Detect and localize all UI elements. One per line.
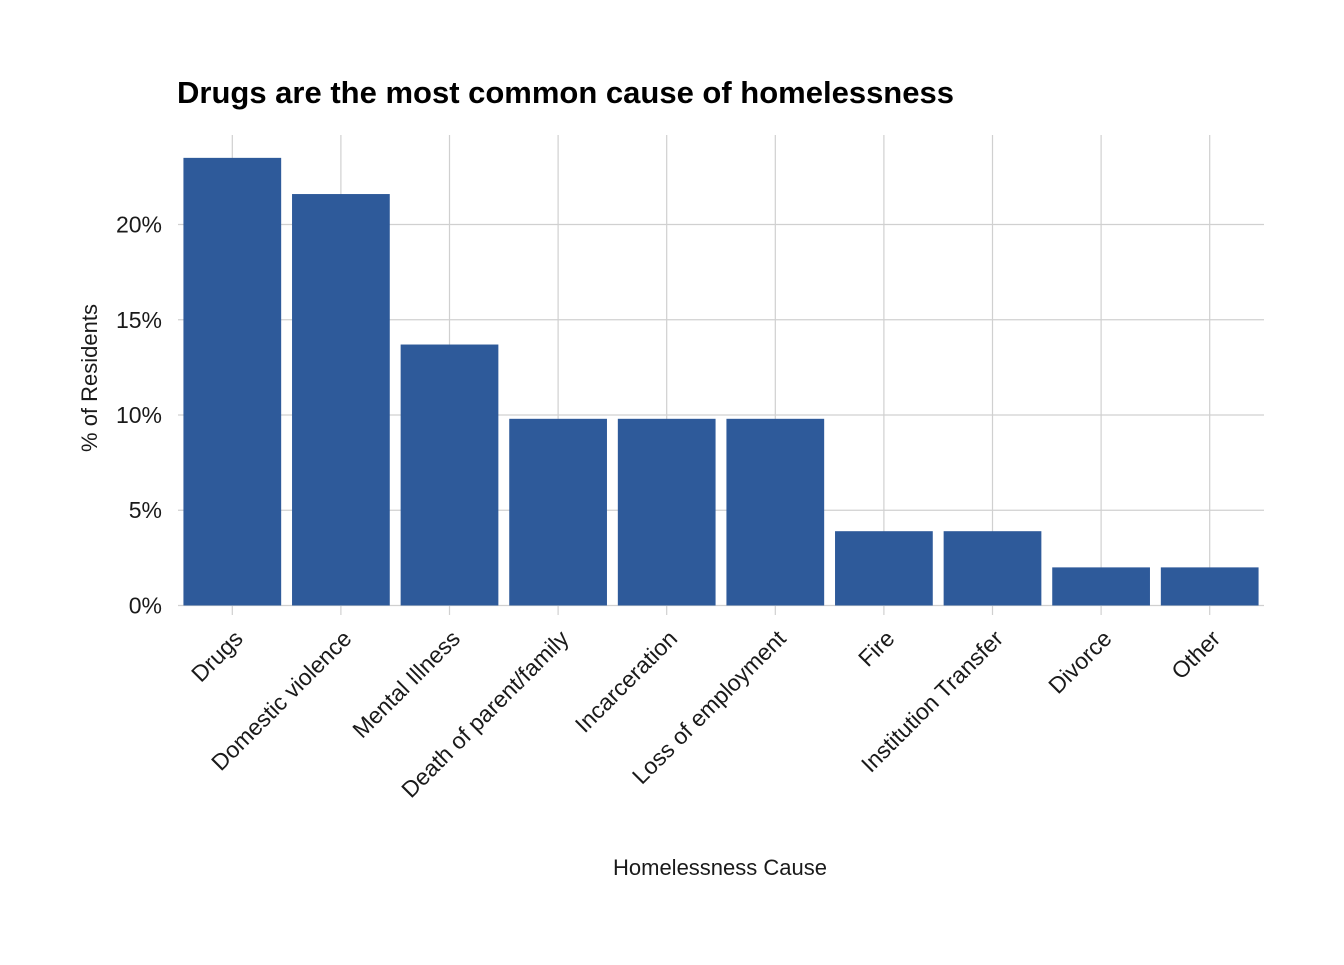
y-axis-ticks: 0% 5% 10% 15% 20%	[116, 212, 162, 619]
bar	[726, 418, 825, 606]
y-tick-label: 5%	[129, 497, 162, 523]
bars	[183, 157, 1259, 606]
x-tick-label: Incarceration	[570, 625, 682, 737]
x-tick-label: Divorce	[1043, 625, 1117, 699]
bar	[1052, 567, 1150, 606]
y-tick-label: 0%	[129, 592, 162, 618]
bar	[617, 418, 716, 606]
y-tick-label: 15%	[116, 307, 162, 333]
y-tick-label: 20%	[116, 212, 162, 238]
bar	[400, 344, 499, 606]
x-tick-label: Mental Illness	[347, 625, 465, 743]
bar	[509, 418, 607, 606]
bar	[835, 531, 933, 606]
y-axis-label: % of Residents	[77, 304, 102, 452]
bar	[292, 194, 390, 606]
x-axis-label: Homelessness Cause	[613, 855, 827, 880]
bar	[1160, 567, 1259, 606]
x-tick-label: Other	[1166, 625, 1225, 684]
bar	[943, 531, 1042, 606]
bar	[183, 157, 282, 606]
chart-title: Drugs are the most common cause of homel…	[177, 75, 954, 110]
y-tick-label: 10%	[116, 402, 162, 428]
x-tick-label: Drugs	[186, 625, 248, 687]
x-tick-label: Fire	[853, 625, 899, 671]
